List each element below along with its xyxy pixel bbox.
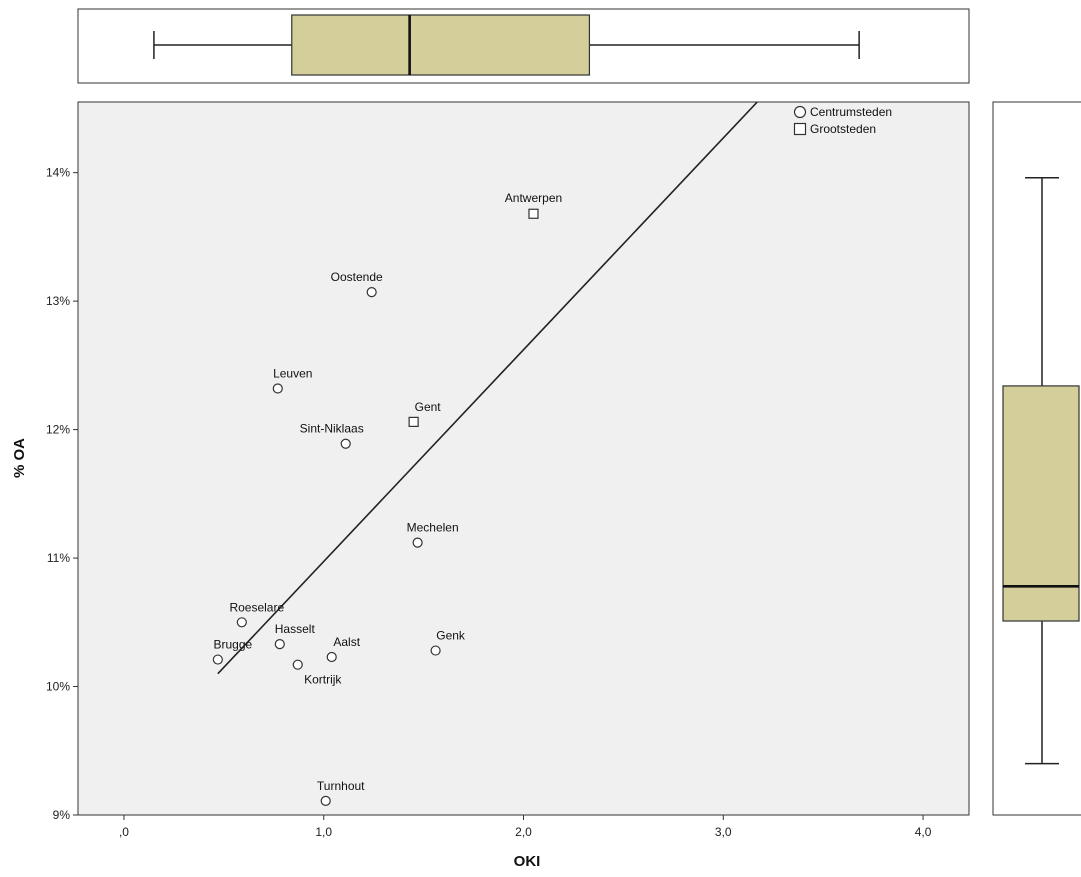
legend-marker-circle	[793, 105, 807, 119]
data-point-label: Gent	[415, 400, 442, 414]
x-tick-label: 2,0	[515, 825, 532, 839]
fit-line	[217, 102, 758, 675]
data-point-label: Brugge	[213, 638, 252, 652]
x-tick-label: ,0	[119, 825, 129, 839]
y-axis-title: % OA	[11, 438, 28, 478]
x-tick-label: 4,0	[915, 825, 932, 839]
data-point-label: Antwerpen	[505, 191, 562, 205]
x-boxplot-box	[291, 14, 591, 76]
data-point-circle	[412, 537, 423, 548]
legend-marker-square	[793, 122, 807, 136]
data-point-circle	[430, 645, 441, 656]
data-point-circle	[326, 651, 337, 663]
scatter-marks: Antwerpen Oostende Leuven Gent Sint-Niklaas M…	[212, 102, 758, 806]
legend-label: Grootsteden	[810, 122, 876, 136]
data-point-label: Roeselare	[229, 600, 284, 614]
y-tick-label: 12%	[46, 423, 70, 437]
y-tick-label: 9%	[53, 808, 71, 822]
legend: Centrumsteden Grootsteden	[793, 105, 892, 136]
data-point-label: Kortrijk	[304, 673, 342, 687]
y-tick-label: 14%	[46, 166, 70, 180]
y-tick-label: 13%	[46, 294, 70, 308]
legend-label: Centrumsteden	[810, 105, 892, 119]
data-point-label: Mechelen	[407, 521, 459, 535]
x-marginal-boxplot	[77, 8, 970, 84]
data-point-circle	[212, 654, 223, 665]
x-tick-label: 1,0	[315, 825, 332, 839]
data-point-circle	[366, 287, 377, 298]
data-point-label: Oostende	[331, 270, 383, 284]
y-tick-label: 10%	[46, 680, 70, 694]
data-point-label: Leuven	[273, 366, 312, 380]
y-tick-label: 11%	[47, 551, 70, 565]
data-point-square	[528, 208, 539, 219]
data-point-circle	[274, 639, 285, 650]
data-point-circle	[292, 659, 303, 670]
data-point-label: Genk	[436, 629, 466, 643]
y-marginal-boxplot	[992, 101, 1081, 816]
main-plot-area	[77, 101, 970, 816]
plot-background	[77, 101, 970, 816]
data-point-label: Sint-Niklaas	[300, 422, 364, 436]
data-point-circle	[236, 617, 247, 628]
data-point-circle	[340, 438, 351, 449]
data-point-square	[408, 416, 419, 427]
axes: ,0 1,0 2,0 3,0 4,0 9% 10% 11% 12% 13% 14%	[46, 166, 932, 839]
data-point-circle	[320, 795, 331, 806]
data-point-label: Turnhout	[317, 779, 365, 793]
x-axis-title: OKI	[514, 853, 541, 870]
y-boxplot-box	[1002, 385, 1080, 622]
data-point-label: Hasselt	[275, 622, 316, 636]
data-point-circle	[272, 383, 283, 394]
data-point-label: Aalst	[333, 635, 360, 649]
x-tick-label: 3,0	[715, 825, 732, 839]
